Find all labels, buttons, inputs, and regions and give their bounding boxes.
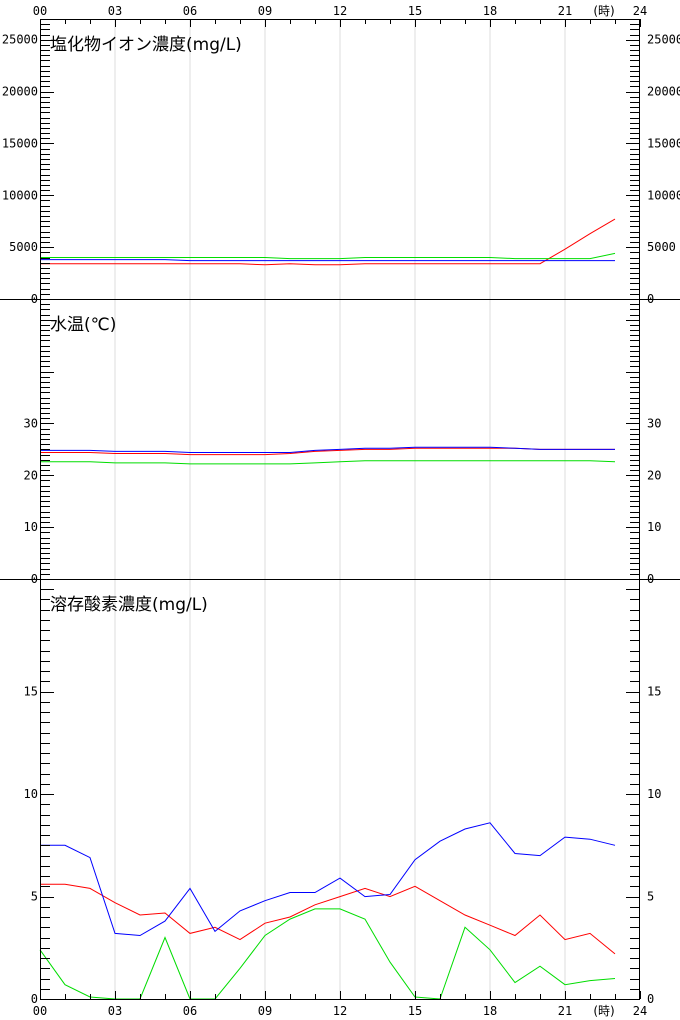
y-tick-label-left: 20000 <box>2 85 38 99</box>
panel-title: 溶存酸素濃度(mg/L) <box>50 595 208 615</box>
grid-lines <box>114 19 566 999</box>
y-tick-label-right: 10000 <box>647 188 680 202</box>
y-tick-label-right: 25000 <box>647 33 680 47</box>
y-tick-label-left: 25000 <box>2 33 38 47</box>
y-tick-label-right: 15000 <box>647 136 680 150</box>
y-tick-label-left: 10 <box>24 520 38 534</box>
x-tick-label-top: 06 <box>183 4 197 18</box>
x-tick-label-top: 09 <box>258 4 272 18</box>
y-tick-label-right: 5000 <box>647 240 676 254</box>
y-tick-label-right: 10 <box>647 520 661 534</box>
x-tick-label-top: 24 <box>633 4 647 18</box>
y-tick-label-right: 30 <box>647 416 661 430</box>
x-unit-label-top: (時) <box>593 4 614 18</box>
y-tick-label-left: 15000 <box>2 136 38 150</box>
y-tick-label-right: 5 <box>647 890 654 904</box>
x-tick-label-top: 15 <box>408 4 422 18</box>
y-tick-label-right: 20 <box>647 468 661 482</box>
series-lines <box>39 218 616 1000</box>
y-tick-label-left: 5000 <box>9 240 38 254</box>
y-tick-label-left: 10 <box>24 787 38 801</box>
x-tick-label-bottom: 12 <box>333 1004 347 1018</box>
x-tick-label-top: 03 <box>108 4 122 18</box>
panel-title: 水温(℃) <box>50 315 116 335</box>
x-unit-label-bottom: (時) <box>593 1004 614 1018</box>
tick-marks <box>40 19 641 999</box>
y-tick-label-right: 0 <box>647 292 654 306</box>
y-tick-label-left: 20 <box>24 468 38 482</box>
x-tick-label-bottom: 03 <box>108 1004 122 1018</box>
panel-titles: 塩化物イオン濃度(mg/L) 水温(℃) 溶存酸素濃度(mg/L) <box>50 35 242 615</box>
y-tick-label-right: 20000 <box>647 85 680 99</box>
y-tick-label-left: 0 <box>31 292 38 306</box>
y-tick-label-left: 0 <box>31 992 38 1006</box>
x-tick-label-top: 21 <box>558 4 572 18</box>
y-tick-label-left: 0 <box>31 572 38 586</box>
series-line-3 <box>40 252 616 260</box>
x-tick-label-top: 12 <box>333 4 347 18</box>
x-tick-label-top: 18 <box>483 4 497 18</box>
y-tick-label-right: 0 <box>647 992 654 1006</box>
x-tick-label-top: 00 <box>33 4 47 18</box>
y-tick-label-right: 0 <box>647 572 654 586</box>
y-tick-label-left: 15 <box>24 685 38 699</box>
panel-title: 塩化物イオン濃度(mg/L) <box>50 35 242 55</box>
y-tick-label-right: 15 <box>647 685 661 699</box>
series-line-1 <box>40 218 616 266</box>
series-line-2 <box>40 259 615 262</box>
x-tick-label-bottom: 18 <box>483 1004 497 1018</box>
x-tick-label-bottom: 00 <box>33 1004 47 1018</box>
series-line-1 <box>40 883 616 955</box>
y-tick-label-left: 30 <box>24 416 38 430</box>
y-tick-label-right: 10 <box>647 787 661 801</box>
x-tick-label-bottom: 24 <box>633 1004 647 1018</box>
series-line-2 <box>40 822 616 937</box>
x-tick-label-bottom: 15 <box>408 1004 422 1018</box>
y-tick-label-left: 5 <box>31 890 38 904</box>
series-line-3 <box>39 908 616 1000</box>
series-line-3 <box>40 460 616 465</box>
x-tick-label-bottom: 21 <box>558 1004 572 1018</box>
x-tick-label-bottom: 09 <box>258 1004 272 1018</box>
x-tick-label-bottom: 06 <box>183 1004 197 1018</box>
series-line-2 <box>40 446 615 453</box>
y-tick-label-left: 10000 <box>2 188 38 202</box>
